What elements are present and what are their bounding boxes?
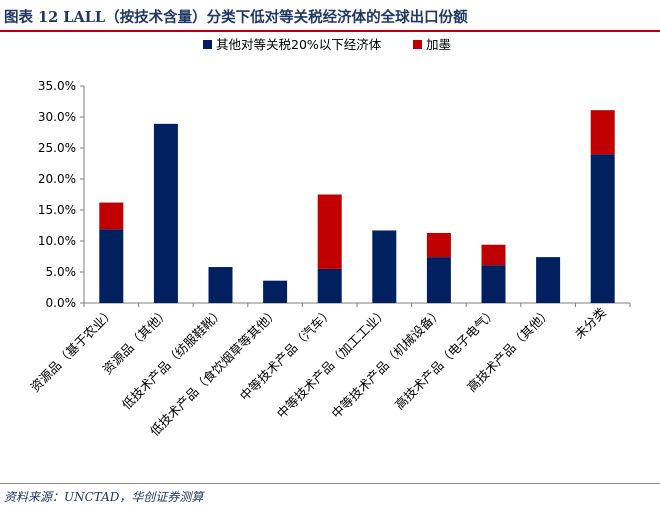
x-tick-label: 高技术产品（电子电气） bbox=[392, 305, 500, 413]
y-tick-label: 0.0% bbox=[46, 296, 77, 310]
bar-segment-other-economies bbox=[372, 230, 397, 303]
y-axis: 0.0% 5.0% 10.0% 15.0% 20.0% 25.0% 30.0% 35.0% bbox=[38, 79, 85, 310]
x-tick-label: 资源品（基于农业） bbox=[27, 305, 117, 395]
header-divider bbox=[0, 30, 660, 32]
bar-segment-other-economies bbox=[153, 123, 178, 303]
bar-segment-other-economies bbox=[208, 267, 233, 303]
x-axis: 资源品（基于农业）资源品（其他）低技术产品（纺服鞋靴）低技术产品（食饮烟草等其他… bbox=[27, 302, 631, 439]
legend-label: 其他对等关税20%以下经济体 bbox=[216, 37, 382, 52]
y-tick-label: 5.0% bbox=[46, 265, 77, 279]
y-tick-label: 35.0% bbox=[38, 79, 76, 93]
y-tick-label: 10.0% bbox=[38, 234, 76, 248]
x-tick-label: 中等技术产品（汽车） bbox=[237, 305, 336, 404]
legend-label: 加墨 bbox=[426, 37, 451, 52]
header: 图表 12 LALL（按技术含量）分类下低对等关税经济体的全球出口份额 bbox=[0, 0, 660, 33]
bar-segment-canada-mexico bbox=[590, 110, 615, 155]
bar-segment-canada-mexico bbox=[481, 244, 506, 266]
y-tick-label: 25.0% bbox=[38, 141, 76, 155]
bar-segment-other-economies bbox=[99, 229, 124, 303]
legend-swatch bbox=[413, 40, 422, 49]
bar-segment-other-economies bbox=[426, 257, 451, 303]
bar-segment-canada-mexico bbox=[99, 202, 124, 230]
y-tick-label: 15.0% bbox=[38, 203, 76, 217]
bar-segment-other-economies bbox=[590, 154, 615, 303]
source-note: 资料来源：UNCTAD，华创证券测算 bbox=[4, 490, 204, 504]
legend-swatch bbox=[203, 40, 212, 49]
footer-divider bbox=[0, 483, 660, 484]
x-tick-label: 未分类 bbox=[572, 304, 609, 341]
x-tick-label: 中等技术产品（机械设备） bbox=[328, 305, 445, 422]
bars bbox=[99, 110, 615, 303]
bar-segment-other-economies bbox=[263, 280, 288, 303]
bar-segment-other-economies bbox=[317, 268, 342, 303]
bar-segment-other-economies bbox=[536, 257, 561, 303]
legend: 其他对等关税20%以下经济体 加墨 bbox=[203, 37, 451, 52]
x-tick-label: 低技术产品（纺服鞋靴） bbox=[119, 305, 227, 413]
bar-segment-canada-mexico bbox=[317, 194, 342, 269]
x-tick-label: 中等技术产品（加工工业） bbox=[274, 305, 391, 422]
bar-segment-canada-mexico bbox=[426, 232, 451, 258]
y-tick-label: 30.0% bbox=[38, 110, 76, 124]
stacked-bar-chart: 其他对等关税20%以下经济体 加墨 0.0% 5.0% 10.0% 15.0% 20.0%… bbox=[27, 37, 631, 439]
y-tick-label: 20.0% bbox=[38, 172, 76, 186]
chart-caption: 图表 12 LALL（按技术含量）分类下低对等关税经济体的全球出口份额 bbox=[4, 9, 468, 26]
bar-segment-other-economies bbox=[481, 265, 506, 303]
